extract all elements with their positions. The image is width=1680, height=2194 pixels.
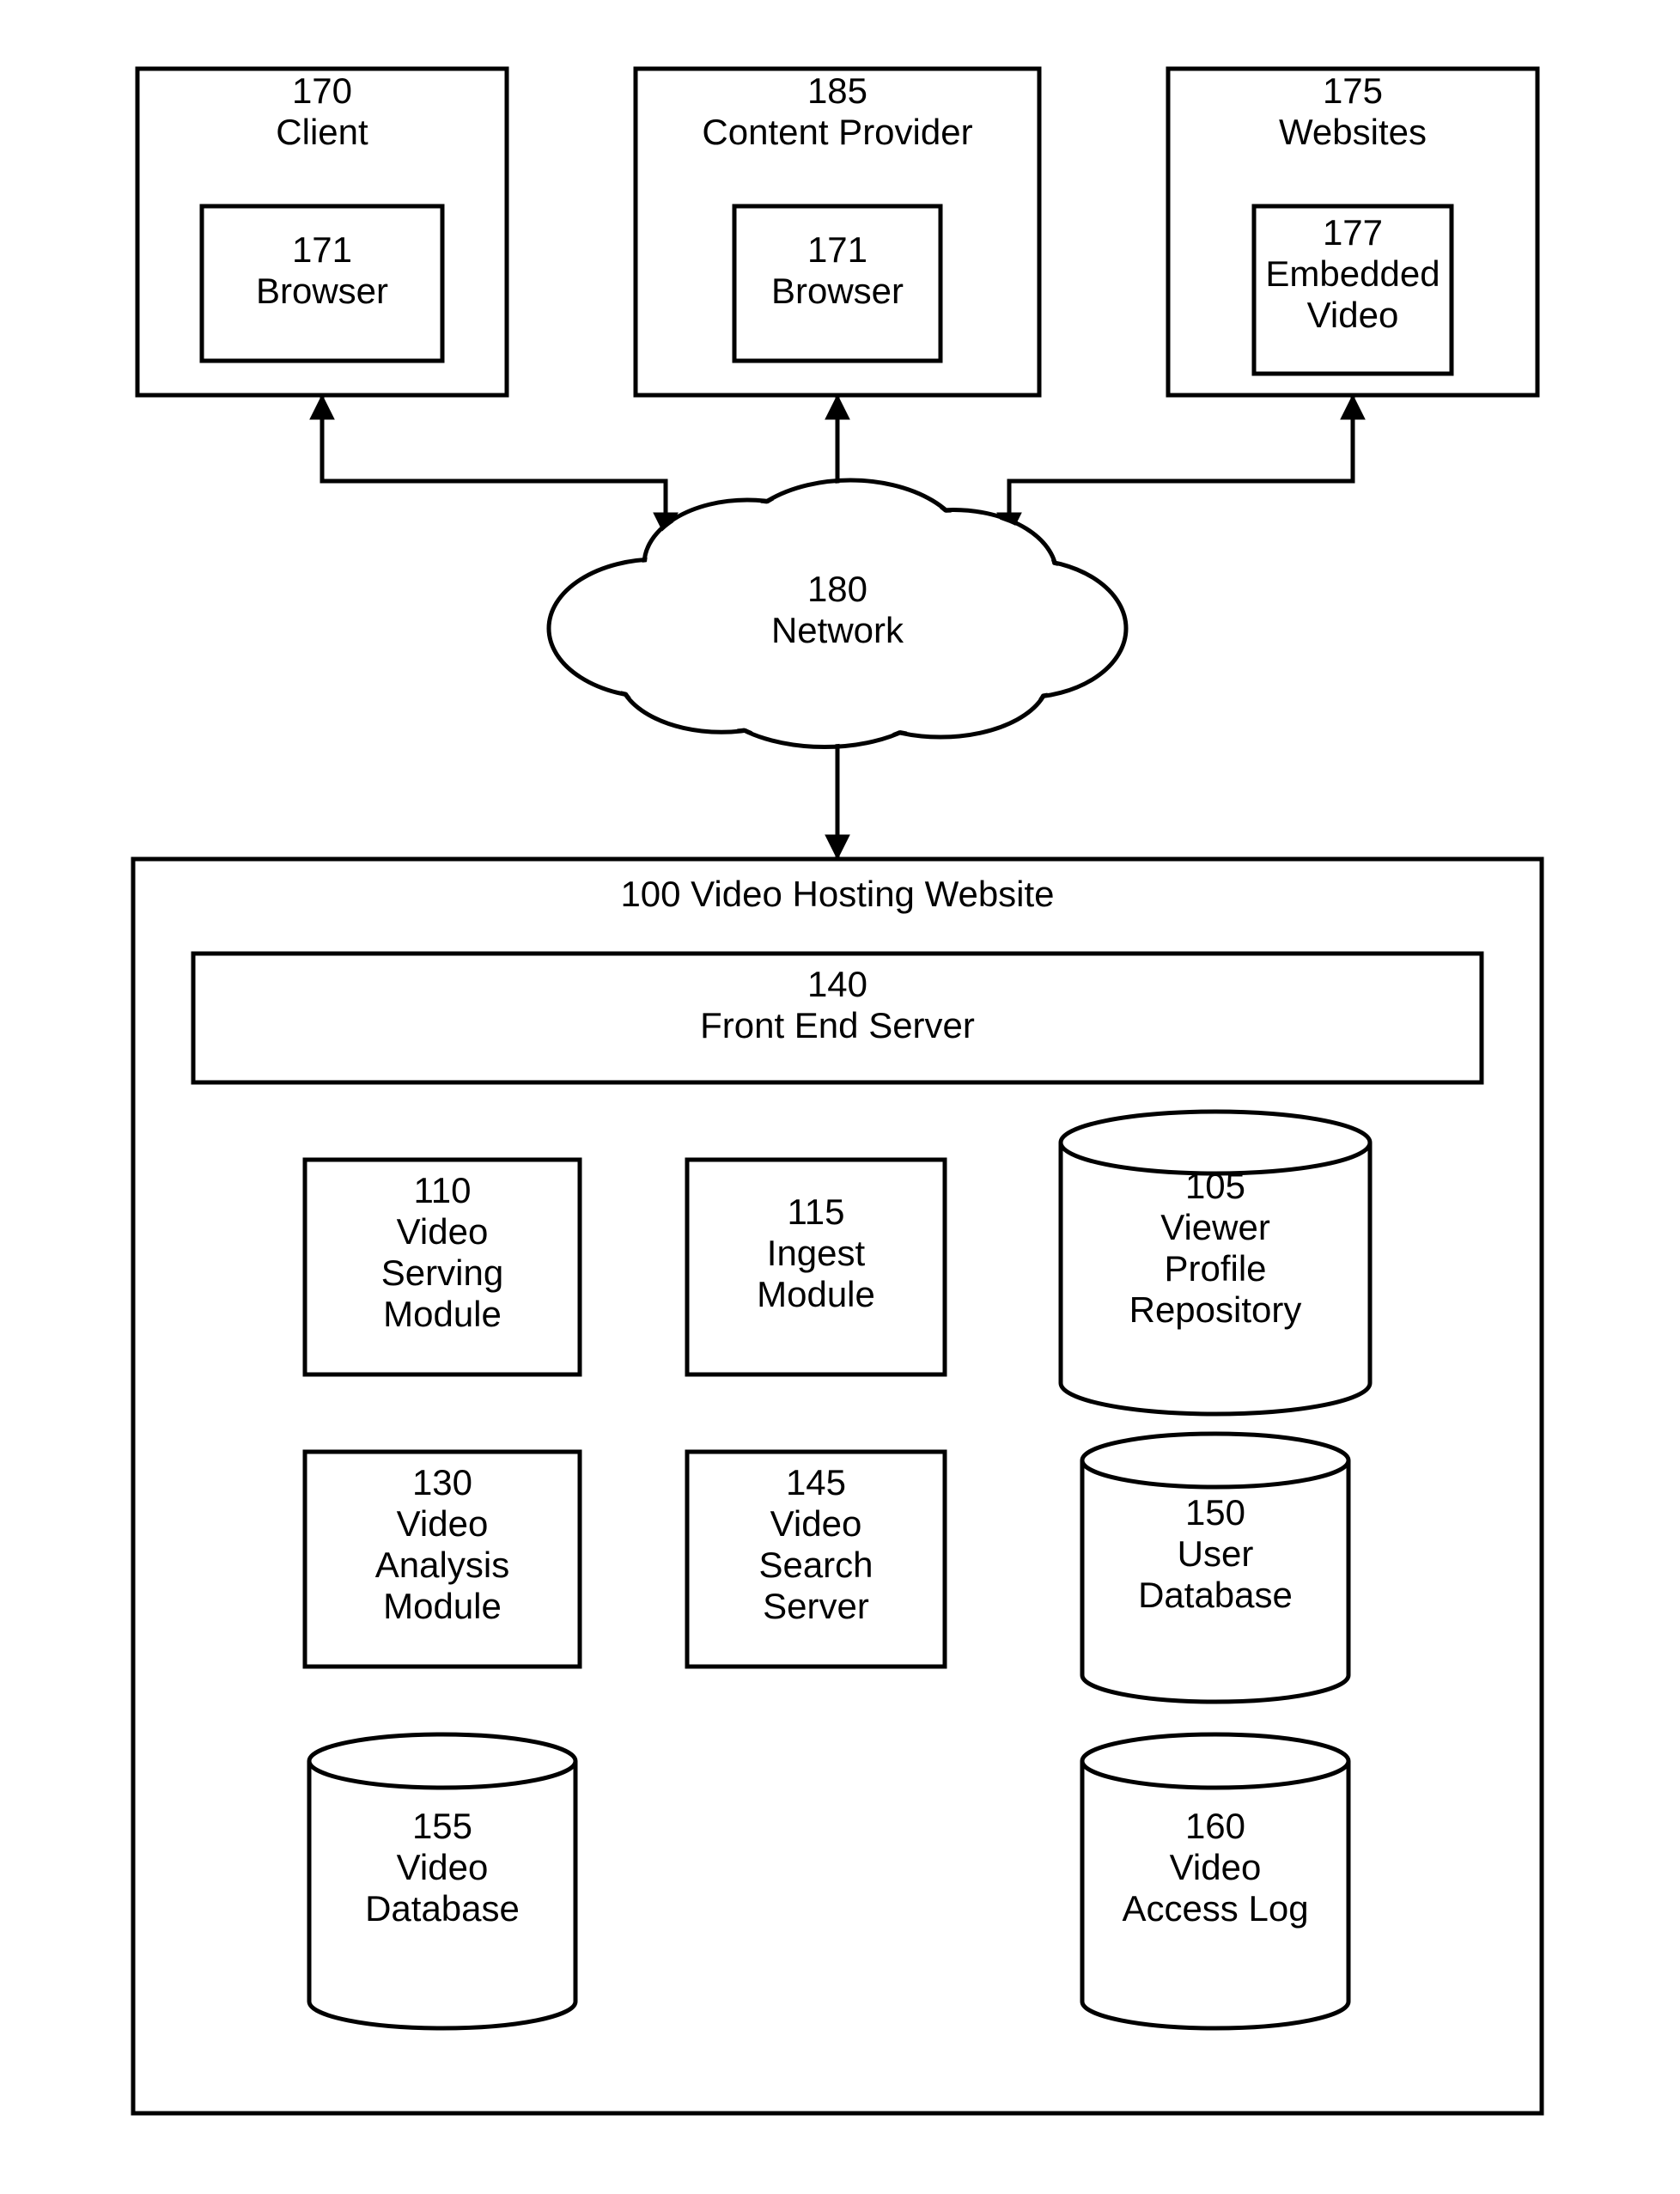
video_db-label: 155VideoDatabase <box>365 1806 520 1929</box>
svg-text:User: User <box>1178 1533 1254 1574</box>
svg-text:Content Provider: Content Provider <box>702 112 972 152</box>
svg-text:155: 155 <box>412 1806 472 1846</box>
user_db-top <box>1082 1434 1348 1487</box>
ingest-label: 115IngestModule <box>757 1191 875 1314</box>
svg-text:160: 160 <box>1185 1806 1245 1846</box>
svg-text:130: 130 <box>412 1462 472 1502</box>
search-label: 145VideoSearchServer <box>758 1462 873 1626</box>
serving-label: 110VideoServingModule <box>381 1170 503 1334</box>
svg-text:Browser: Browser <box>256 271 388 311</box>
user_db-label: 150UserDatabase <box>1138 1492 1293 1615</box>
host_outer-label: 100 Video Hosting Website <box>620 874 1054 914</box>
svg-text:Module: Module <box>757 1274 875 1314</box>
front_end-label: 140Front End Server <box>700 964 975 1045</box>
svg-text:171: 171 <box>292 229 352 270</box>
svg-text:Viewer: Viewer <box>1160 1207 1270 1247</box>
arrowhead <box>825 395 849 419</box>
analysis-label: 130VideoAnalysisModule <box>375 1462 509 1626</box>
svg-text:140: 140 <box>807 964 867 1004</box>
svg-text:110: 110 <box>414 1170 472 1210</box>
svg-text:Module: Module <box>383 1586 502 1626</box>
svg-text:Embedded: Embedded <box>1265 253 1440 294</box>
svg-text:Profile: Profile <box>1164 1248 1266 1289</box>
svg-text:Database: Database <box>1138 1575 1293 1615</box>
embedded-label: 177EmbeddedVideo <box>1265 212 1440 335</box>
svg-text:Server: Server <box>763 1586 869 1626</box>
svg-text:Video: Video <box>397 1847 489 1887</box>
svg-text:Ingest: Ingest <box>767 1233 866 1273</box>
svg-text:Access Log: Access Log <box>1122 1888 1308 1929</box>
arrowhead <box>825 835 849 859</box>
viewer_repo-top <box>1061 1112 1370 1173</box>
svg-text:Video: Video <box>397 1211 489 1252</box>
svg-text:170: 170 <box>292 70 352 111</box>
arrowhead <box>1341 395 1365 419</box>
svg-text:100 Video Hosting Website: 100 Video Hosting Website <box>620 874 1054 914</box>
client_browser-label: 171Browser <box>256 229 388 311</box>
svg-text:Video: Video <box>770 1503 862 1544</box>
svg-text:150: 150 <box>1185 1492 1245 1533</box>
svg-text:Video: Video <box>397 1503 489 1544</box>
svg-text:Front End Server: Front End Server <box>700 1005 975 1045</box>
svg-text:Database: Database <box>365 1888 520 1929</box>
access_log-label: 160VideoAccess Log <box>1122 1806 1308 1929</box>
svg-text:115: 115 <box>788 1191 845 1232</box>
svg-text:Network: Network <box>771 610 904 650</box>
svg-text:Websites: Websites <box>1279 112 1427 152</box>
svg-text:Module: Module <box>383 1294 502 1334</box>
websites-to-net <box>1009 395 1353 537</box>
provider_browser-label: 171Browser <box>771 229 904 311</box>
svg-text:175: 175 <box>1323 70 1383 111</box>
svg-text:180: 180 <box>807 569 867 609</box>
client-to-net <box>322 395 666 537</box>
svg-text:Client: Client <box>276 112 368 152</box>
svg-text:Video: Video <box>1307 295 1399 335</box>
svg-text:171: 171 <box>807 229 867 270</box>
svg-text:145: 145 <box>786 1462 846 1502</box>
websites-label: 175Websites <box>1279 70 1427 152</box>
video_db-top <box>309 1734 575 1788</box>
svg-text:Search: Search <box>758 1545 873 1585</box>
svg-text:Analysis: Analysis <box>375 1545 509 1585</box>
viewer_repo-label: 105ViewerProfileRepository <box>1129 1166 1302 1330</box>
svg-text:Browser: Browser <box>771 271 904 311</box>
client-label: 170Client <box>276 70 368 152</box>
svg-text:Video: Video <box>1170 1847 1262 1887</box>
provider-label: 185Content Provider <box>702 70 972 152</box>
svg-text:185: 185 <box>807 70 867 111</box>
svg-text:105: 105 <box>1185 1166 1245 1206</box>
access_log-top <box>1082 1734 1348 1788</box>
svg-text:Repository: Repository <box>1129 1289 1302 1330</box>
arrowhead <box>310 395 334 419</box>
svg-text:177: 177 <box>1323 212 1383 253</box>
svg-text:Serving: Serving <box>381 1252 503 1293</box>
